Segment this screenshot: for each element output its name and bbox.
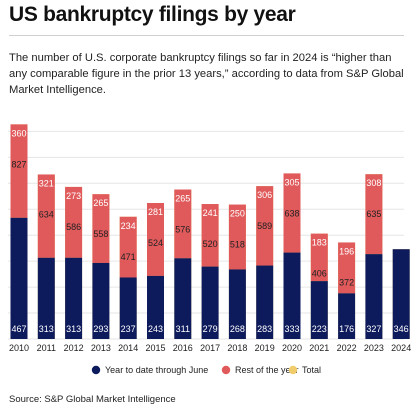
bar-rest-2012 bbox=[65, 186, 83, 258]
label-ytd-2012: 313 bbox=[66, 324, 81, 334]
label-rest-2011: 321 bbox=[39, 178, 54, 188]
bar-ytd-2015 bbox=[147, 275, 164, 339]
bar-rest-2011 bbox=[37, 174, 55, 258]
chart-subtitle: The number of U.S. corporate bankruptcy … bbox=[9, 52, 404, 96]
x-tick-2016: 2016 bbox=[173, 343, 193, 353]
legend-rest-label: Rest of the year bbox=[235, 365, 299, 375]
bar-ytd-2023 bbox=[365, 254, 383, 339]
label-ytd-2017: 279 bbox=[203, 324, 218, 334]
label-total-2017: 520 bbox=[203, 239, 218, 249]
label-rest-2023: 308 bbox=[366, 178, 381, 188]
label-rest-2019: 306 bbox=[257, 190, 272, 200]
bar-rest-2016 bbox=[174, 189, 192, 259]
label-rest-2014: 234 bbox=[121, 221, 136, 231]
x-tick-2022: 2022 bbox=[337, 343, 357, 353]
bar-ytd-2018 bbox=[228, 269, 246, 339]
label-total-2015: 524 bbox=[148, 238, 163, 248]
bar-ytd-2022 bbox=[338, 293, 356, 339]
label-ytd-2024: 346 bbox=[394, 324, 409, 334]
label-ytd-2020: 333 bbox=[284, 324, 299, 334]
label-rest-2010: 360 bbox=[11, 128, 26, 138]
x-tick-2024: 2024 bbox=[391, 343, 411, 353]
bar-ytd-2019 bbox=[256, 265, 274, 339]
label-total-2021: 406 bbox=[312, 269, 327, 279]
bar-rest-2014 bbox=[119, 216, 137, 278]
bar-rest-2018 bbox=[228, 204, 246, 270]
label-ytd-2022: 176 bbox=[339, 324, 354, 334]
bar-rest-2023 bbox=[365, 174, 383, 255]
label-rest-2022: 196 bbox=[339, 246, 354, 256]
bar-ytd-2014 bbox=[119, 277, 137, 339]
legend-total-label: Total bbox=[302, 365, 321, 375]
label-ytd-2019: 283 bbox=[257, 324, 272, 334]
x-tick-2019: 2019 bbox=[255, 343, 275, 353]
label-total-2018: 518 bbox=[230, 240, 245, 250]
x-tick-2018: 2018 bbox=[227, 343, 247, 353]
label-ytd-2014: 237 bbox=[121, 324, 136, 334]
legend-rest-swatch bbox=[221, 365, 231, 375]
label-rest-2015: 281 bbox=[148, 207, 163, 217]
label-rest-2016: 265 bbox=[175, 194, 190, 204]
bar-ytd-2013 bbox=[92, 262, 110, 339]
label-ytd-2016: 311 bbox=[176, 324, 190, 334]
bar-ytd-2021 bbox=[310, 281, 328, 339]
x-tick-2011: 2011 bbox=[37, 343, 56, 353]
x-tick-2010: 2010 bbox=[9, 343, 29, 353]
x-tick-2015: 2015 bbox=[145, 343, 165, 353]
label-total-2014: 471 bbox=[121, 252, 136, 262]
bar-ytd-2016 bbox=[174, 258, 192, 339]
x-tick-2014: 2014 bbox=[118, 343, 138, 353]
label-ytd-2013: 293 bbox=[93, 324, 108, 334]
label-total-2011: 634 bbox=[39, 209, 54, 219]
label-total-2022: 372 bbox=[339, 277, 354, 287]
label-ytd-2021: 223 bbox=[312, 324, 327, 334]
legend-total-swatch bbox=[288, 365, 298, 375]
chart-title: US bankruptcy filings by year bbox=[9, 3, 296, 26]
label-rest-2012: 273 bbox=[66, 191, 81, 201]
label-rest-2013: 265 bbox=[93, 198, 108, 208]
bar-rest-2022 bbox=[338, 242, 356, 294]
bar-ytd-2012 bbox=[65, 257, 83, 339]
label-rest-2021: 183 bbox=[312, 238, 327, 248]
x-tick-2021: 2021 bbox=[309, 343, 329, 353]
label-ytd-2011: 313 bbox=[39, 324, 54, 334]
label-total-2016: 576 bbox=[175, 225, 190, 235]
x-tick-2013: 2013 bbox=[91, 343, 111, 353]
label-ytd-2015: 243 bbox=[148, 324, 163, 334]
label-total-2012: 586 bbox=[66, 222, 81, 232]
label-ytd-2010: 467 bbox=[11, 324, 26, 334]
bar-ytd-2024 bbox=[392, 249, 410, 339]
label-total-2020: 638 bbox=[284, 208, 299, 218]
bar-rest-2017 bbox=[201, 204, 219, 267]
x-tick-2023: 2023 bbox=[364, 343, 384, 353]
x-tick-2012: 2012 bbox=[64, 343, 84, 353]
bar-rest-2013 bbox=[92, 194, 110, 263]
title-divider bbox=[9, 35, 404, 36]
bar-rest-2021 bbox=[310, 233, 328, 282]
bar-rest-2015 bbox=[147, 203, 164, 276]
bar-rest-2020 bbox=[283, 173, 301, 253]
label-ytd-2018: 268 bbox=[230, 324, 245, 334]
bar-rest-2010 bbox=[10, 124, 28, 218]
label-rest-2020: 305 bbox=[284, 177, 299, 187]
source-note: Source: S&P Global Market Intelligence bbox=[9, 394, 176, 405]
label-total-2019: 589 bbox=[257, 221, 272, 231]
legend-ytd-label: Year to date through June bbox=[105, 365, 208, 375]
x-tick-2020: 2020 bbox=[282, 343, 302, 353]
bar-ytd-2010 bbox=[10, 217, 28, 339]
label-rest-2017: 241 bbox=[203, 208, 218, 218]
legend-ytd-swatch bbox=[91, 365, 101, 375]
bar-ytd-2011 bbox=[37, 257, 55, 339]
label-total-2010: 827 bbox=[11, 159, 26, 169]
label-total-2023: 635 bbox=[366, 209, 381, 219]
bar-ytd-2017 bbox=[201, 266, 219, 339]
label-ytd-2023: 327 bbox=[366, 324, 381, 334]
x-tick-2017: 2017 bbox=[200, 343, 220, 353]
bar-rest-2019 bbox=[256, 186, 274, 266]
label-total-2013: 558 bbox=[93, 229, 108, 239]
bar-ytd-2020 bbox=[283, 252, 301, 339]
label-rest-2018: 250 bbox=[230, 209, 245, 219]
